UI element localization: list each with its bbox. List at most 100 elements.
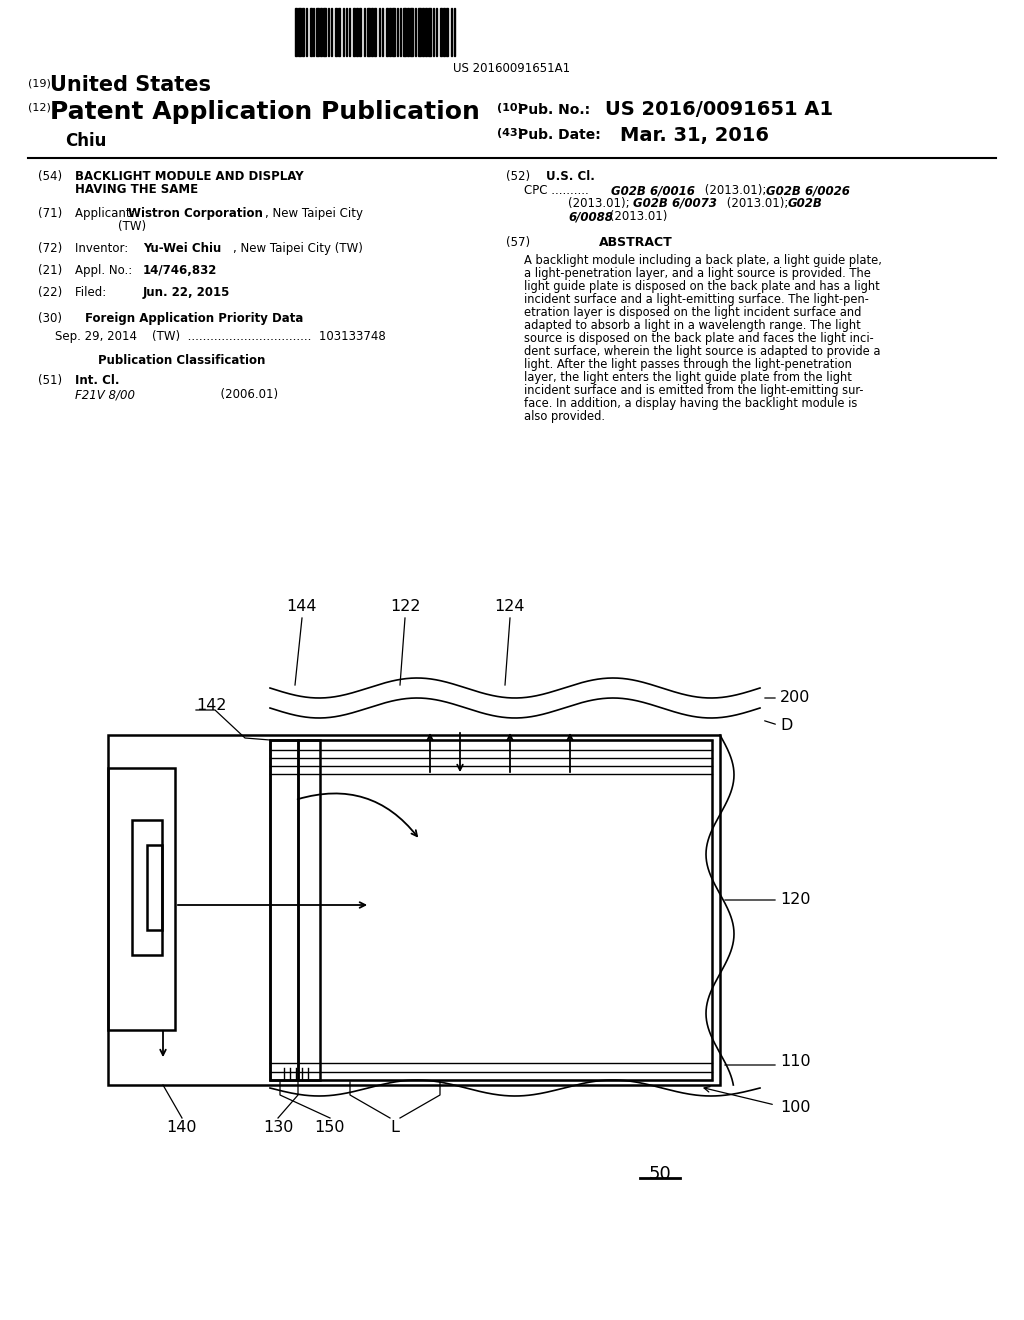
Text: adapted to absorb a light in a wavelength range. The light: adapted to absorb a light in a wavelengt… [524, 319, 861, 333]
Text: G02B: G02B [788, 197, 823, 210]
Text: incident surface and a light-emitting surface. The light-pen-: incident surface and a light-emitting su… [524, 293, 869, 306]
Text: Wistron Corporation: Wistron Corporation [128, 207, 263, 220]
Text: 122: 122 [390, 599, 420, 614]
Text: 110: 110 [780, 1055, 811, 1069]
Text: Sep. 29, 2014    (TW)  .................................  103133748: Sep. 29, 2014 (TW) .....................… [55, 330, 386, 343]
Bar [302, 8, 304, 55]
Text: United States: United States [50, 75, 211, 95]
Text: (2013.01);: (2013.01); [568, 197, 634, 210]
Text: Yu-Wei Chiu: Yu-Wei Chiu [143, 242, 221, 255]
Text: 14/746,832: 14/746,832 [143, 264, 217, 277]
Text: G02B 6/0026: G02B 6/0026 [766, 183, 850, 197]
Bar [316, 8, 319, 55]
Text: face. In addition, a display having the backlight module is: face. In addition, a display having the … [524, 397, 857, 411]
Text: incident surface and is emitted from the light-emitting sur-: incident surface and is emitted from the… [524, 384, 863, 397]
Text: (2013.01);: (2013.01); [701, 183, 770, 197]
Text: F21V 8/00: F21V 8/00 [75, 388, 135, 401]
Text: 120: 120 [780, 892, 811, 908]
Text: D: D [780, 718, 793, 733]
Text: G02B 6/0016: G02B 6/0016 [611, 183, 695, 197]
Text: light. After the light passes through the light-penetration: light. After the light passes through th… [524, 358, 852, 371]
Bar [367, 8, 370, 55]
Bar [298, 741, 319, 1080]
Text: (12): (12) [28, 103, 51, 114]
Bar [446, 8, 449, 55]
Text: etration layer is disposed on the light incident surface and: etration layer is disposed on the light … [524, 306, 861, 319]
Text: (21): (21) [38, 264, 62, 277]
Text: 6/0088: 6/0088 [568, 210, 613, 223]
Bar [270, 741, 712, 1080]
Text: (71): (71) [38, 207, 62, 220]
Text: (2013.01): (2013.01) [606, 210, 668, 223]
Text: Chiu: Chiu [65, 132, 106, 150]
Bar [323, 8, 326, 55]
Text: (43): (43) [497, 128, 522, 139]
Text: HAVING THE SAME: HAVING THE SAME [75, 183, 198, 195]
Bar [418, 8, 421, 55]
Text: Jun. 22, 2015: Jun. 22, 2015 [143, 286, 230, 300]
Text: 130: 130 [263, 1119, 293, 1135]
Text: (57): (57) [506, 236, 530, 249]
Bar [403, 8, 406, 55]
Text: (52): (52) [506, 170, 530, 183]
Text: A backlight module including a back plate, a light guide plate,: A backlight module including a back plat… [524, 253, 882, 267]
Text: ABSTRACT: ABSTRACT [599, 236, 673, 249]
Text: , New Taipei City: , New Taipei City [265, 207, 362, 220]
Bar [371, 8, 373, 55]
Text: Appl. No.:: Appl. No.: [75, 264, 139, 277]
Text: US 20160091651A1: US 20160091651A1 [454, 62, 570, 75]
Text: Filed:: Filed: [75, 286, 136, 300]
Text: (22): (22) [38, 286, 62, 300]
Text: (51): (51) [38, 374, 62, 387]
Text: Foreign Application Priority Data: Foreign Application Priority Data [85, 312, 303, 325]
Text: Pub. Date:: Pub. Date: [518, 128, 601, 143]
Bar [319, 8, 322, 55]
Text: dent surface, wherein the light source is adapted to provide a: dent surface, wherein the light source i… [524, 345, 881, 358]
Text: source is disposed on the back plate and faces the light inci-: source is disposed on the back plate and… [524, 333, 873, 345]
Text: also provided.: also provided. [524, 411, 605, 422]
Text: 142: 142 [196, 697, 226, 713]
Bar [356, 8, 358, 55]
Text: (19): (19) [28, 78, 51, 88]
Bar [428, 8, 431, 55]
Bar [108, 768, 175, 1030]
Bar [407, 8, 409, 55]
Text: (30): (30) [38, 312, 62, 325]
Text: Int. Cl.: Int. Cl. [75, 374, 120, 387]
Text: Pub. No.:: Pub. No.: [518, 103, 590, 117]
Bar [270, 741, 298, 1080]
Bar [392, 8, 395, 55]
Text: (TW): (TW) [118, 220, 146, 234]
Bar [108, 735, 720, 1085]
Text: (10): (10) [497, 103, 522, 114]
Bar [298, 8, 301, 55]
Text: Mar. 31, 2016: Mar. 31, 2016 [620, 125, 769, 145]
Text: L: L [390, 1119, 399, 1135]
Text: Patent Application Publication: Patent Application Publication [50, 100, 480, 124]
Text: 150: 150 [314, 1119, 345, 1135]
Bar [353, 8, 355, 55]
Text: 140: 140 [167, 1119, 198, 1135]
Bar [359, 8, 361, 55]
Text: 50: 50 [648, 1166, 672, 1183]
Bar [386, 8, 388, 55]
Bar [310, 8, 312, 55]
Text: layer, the light enters the light guide plate from the light: layer, the light enters the light guide … [524, 371, 852, 384]
Text: Inventor:: Inventor: [75, 242, 139, 255]
Text: Publication Classification: Publication Classification [98, 354, 265, 367]
Bar [295, 8, 297, 55]
Text: light guide plate is disposed on the back plate and has a light: light guide plate is disposed on the bac… [524, 280, 880, 293]
Bar [443, 8, 445, 55]
Bar [147, 845, 162, 931]
Bar [338, 8, 340, 55]
Bar [422, 8, 424, 55]
Bar [440, 8, 442, 55]
Text: 200: 200 [780, 690, 810, 705]
Text: a light-penetration layer, and a light source is provided. The: a light-penetration layer, and a light s… [524, 267, 870, 280]
Text: G02B 6/0073: G02B 6/0073 [633, 197, 717, 210]
Bar [132, 820, 162, 954]
Text: (72): (72) [38, 242, 62, 255]
Text: , New Taipei City (TW): , New Taipei City (TW) [233, 242, 362, 255]
Text: 144: 144 [287, 599, 317, 614]
Text: CPC ..........: CPC .......... [524, 183, 596, 197]
